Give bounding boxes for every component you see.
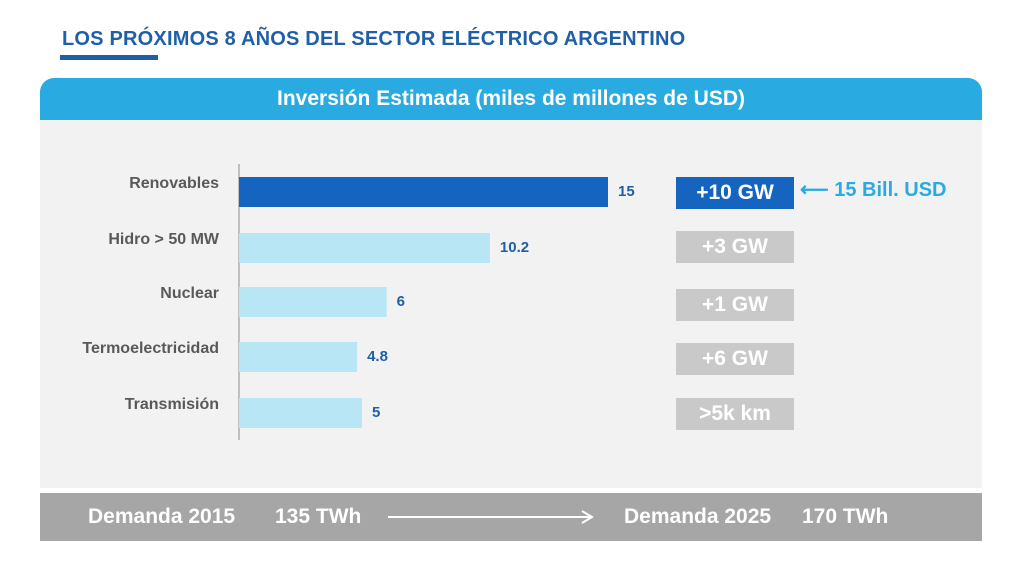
demand-2015-value: 135 TWh (275, 505, 362, 528)
capacity-box-termo: +6 GW (676, 343, 794, 375)
category-label: Nuclear (160, 285, 219, 302)
bar (239, 233, 490, 263)
capacity-box-nuclear: +1 GW (676, 289, 794, 321)
bar (239, 398, 362, 428)
demand-footer: Demanda 2015 135 TWh Demanda 2025 170 TW… (40, 493, 982, 541)
category-label: Hidro > 50 MW (108, 231, 220, 248)
panel-title: Inversión Estimada (miles de millones de… (277, 87, 745, 110)
capacity-box-transmision: >5k km (676, 398, 794, 430)
capacity-box-hidro: +3 GW (676, 231, 794, 263)
category-label: Termoelectricidad (82, 340, 219, 357)
bar-value-label: 15 (618, 183, 635, 200)
callout-text: 15 Bill. USD (834, 179, 947, 201)
bar-value-label: 4.8 (367, 348, 388, 365)
bar (239, 342, 358, 372)
page-title: LOS PRÓXIMOS 8 AÑOS DEL SECTOR ELÉCTRICO… (62, 28, 686, 50)
bar-value-label: 6 (397, 293, 405, 310)
capacity-box-renovables: +10 GW (676, 177, 794, 209)
left-arrow-icon: ⟵ (800, 179, 829, 201)
demand-2015-label: Demanda 2015 (88, 505, 236, 528)
bar (239, 177, 608, 207)
category-label: Renovables (129, 175, 219, 192)
panel-header: Inversión Estimada (miles de millones de… (40, 78, 982, 120)
bar-value-label: 10.2 (500, 239, 529, 256)
bar (239, 287, 387, 317)
demand-2025-label: Demanda 2025 (624, 505, 772, 528)
category-label: Transmisión (125, 396, 219, 413)
right-arrow-icon (388, 510, 594, 524)
title-underline (60, 55, 158, 60)
demand-2025-value: 170 TWh (802, 505, 889, 528)
callout: ⟵ 15 Bill. USD (800, 177, 947, 202)
bar-value-label: 5 (372, 404, 380, 421)
